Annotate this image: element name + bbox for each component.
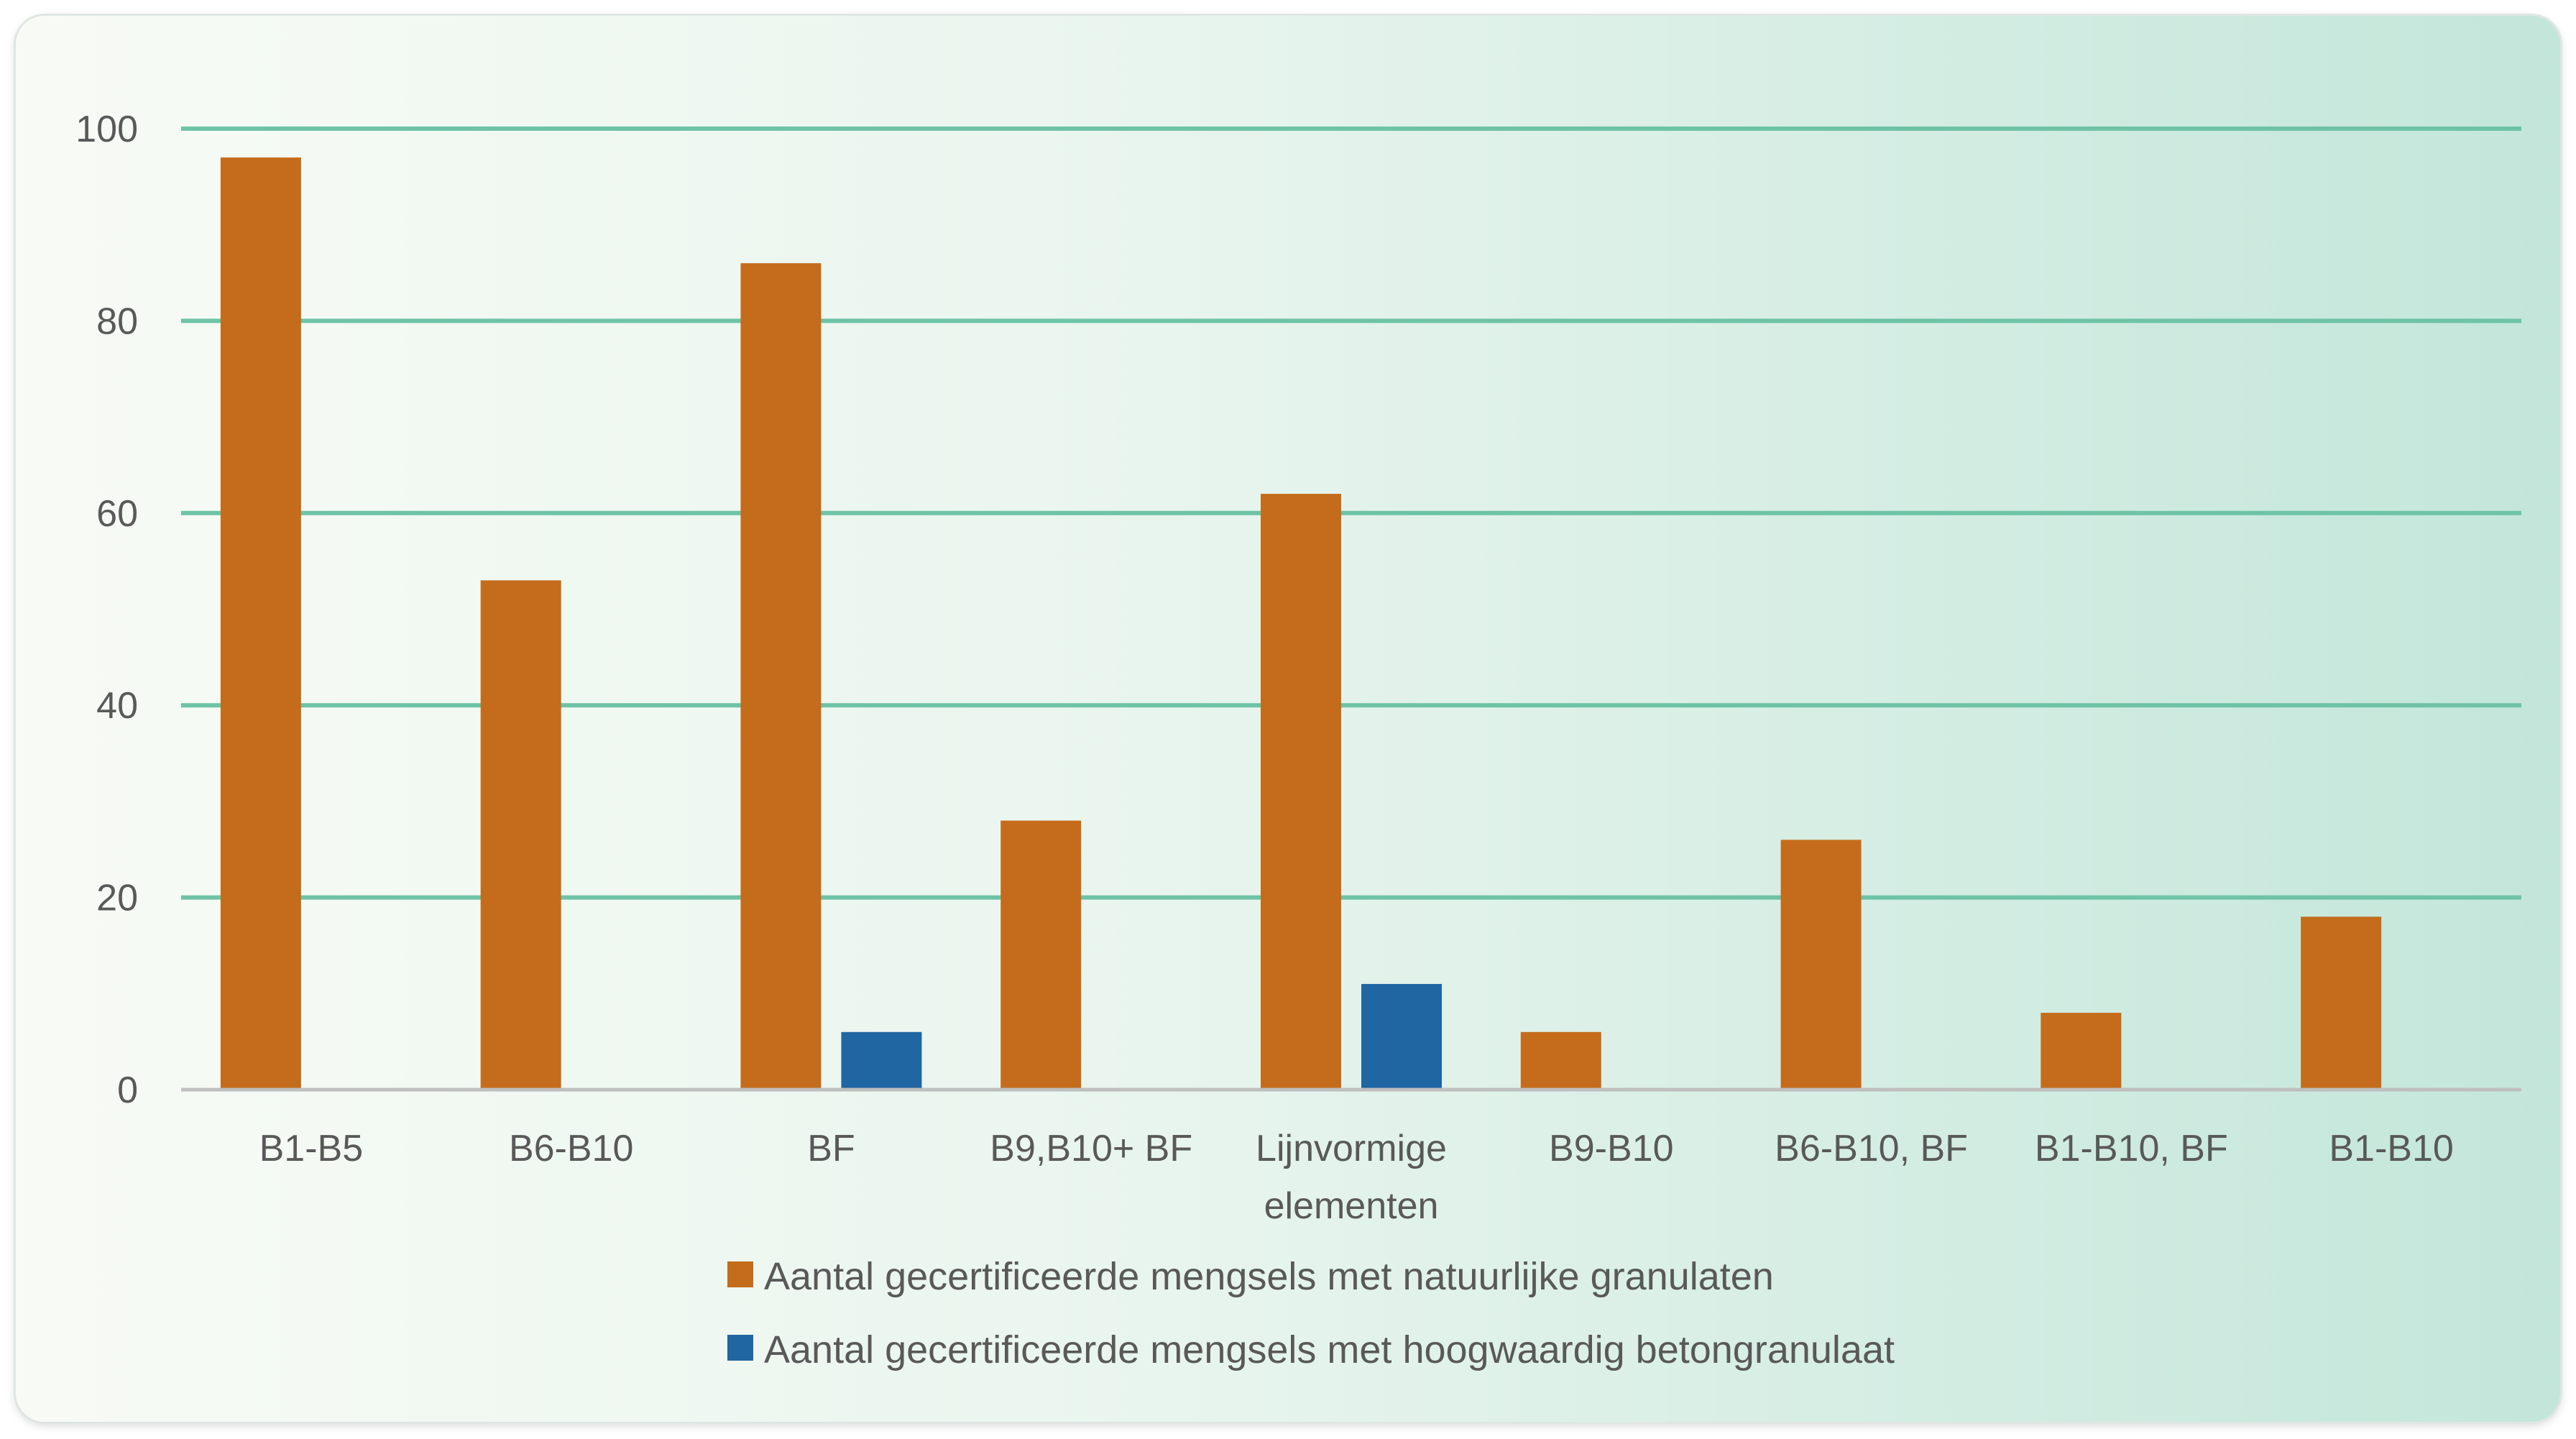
- y-tick-label: 60: [96, 493, 138, 535]
- x-tick-label: Lijnvormige elementen: [1256, 1128, 1447, 1227]
- legend-swatch: [727, 1261, 753, 1287]
- bars: [220, 157, 2382, 1090]
- x-tick-label: BF: [807, 1128, 855, 1169]
- legend-entry: Aantal gecertificeerde mengsels met natu…: [764, 1255, 1774, 1298]
- x-tick-label-line: B9-B10: [1549, 1128, 1673, 1169]
- bar-natuurlijke-granulaten: [740, 263, 822, 1090]
- y-tick-label: 20: [96, 878, 138, 919]
- bar-natuurlijke-granulaten: [2041, 1013, 2122, 1090]
- x-tick-label: B6-B10, BF: [1775, 1128, 1968, 1169]
- legend: Aantal gecertificeerde mengsels met natu…: [727, 1255, 1895, 1371]
- x-tick-label: B1-B10: [2329, 1128, 2453, 1169]
- y-tick-label: 100: [75, 109, 138, 150]
- y-tick-label: 40: [96, 685, 138, 727]
- x-tick-label: B1-B10, BF: [2035, 1128, 2228, 1169]
- gridlines: [181, 127, 2521, 900]
- bar-betongranulaat: [841, 1031, 922, 1090]
- y-axis-ticks: 0 20 40 60 80 100: [75, 109, 138, 1111]
- y-tick-label: 0: [117, 1070, 138, 1111]
- bar-betongranulaat: [1361, 983, 1442, 1090]
- x-axis-labels: B1-B5 B6-B10 BF B9,B10+ BF Lijnvormige elemen…: [259, 1128, 2454, 1227]
- x-tick-label-line: B1-B5: [259, 1128, 364, 1169]
- bar-natuurlijke-granulaten: [1520, 1031, 1601, 1090]
- y-tick-label: 80: [96, 300, 138, 342]
- x-tick-label-line: B6-B10, BF: [1775, 1128, 1968, 1169]
- legend-swatch: [727, 1335, 753, 1361]
- x-tick-label-line: elementen: [1264, 1185, 1439, 1227]
- bar-natuurlijke-granulaten: [1780, 840, 1862, 1090]
- x-tick-label-line: B1-B10, BF: [2035, 1128, 2228, 1169]
- bar-natuurlijke-granulaten: [1261, 494, 1341, 1090]
- x-tick-label: B9,B10+ BF: [990, 1128, 1192, 1169]
- x-tick-label: B9-B10: [1549, 1128, 1673, 1169]
- bar-natuurlijke-granulaten: [1000, 820, 1082, 1090]
- bar-natuurlijke-granulaten: [480, 580, 561, 1090]
- bar-natuurlijke-granulaten: [2301, 916, 2382, 1090]
- x-tick-label: B6-B10: [509, 1128, 633, 1169]
- bar-natuurlijke-granulaten: [220, 157, 301, 1090]
- x-tick-label-line: Lijnvormige: [1256, 1128, 1447, 1169]
- x-tick-label: B1-B5: [259, 1128, 364, 1169]
- legend-entry: Aantal gecertificeerde mengsels met hoog…: [764, 1328, 1895, 1371]
- x-tick-label-line: B9,B10+ BF: [990, 1128, 1192, 1169]
- x-tick-label-line: BF: [807, 1128, 855, 1169]
- x-tick-label-line: B1-B10: [2329, 1128, 2453, 1169]
- x-tick-label-line: B6-B10: [509, 1128, 633, 1169]
